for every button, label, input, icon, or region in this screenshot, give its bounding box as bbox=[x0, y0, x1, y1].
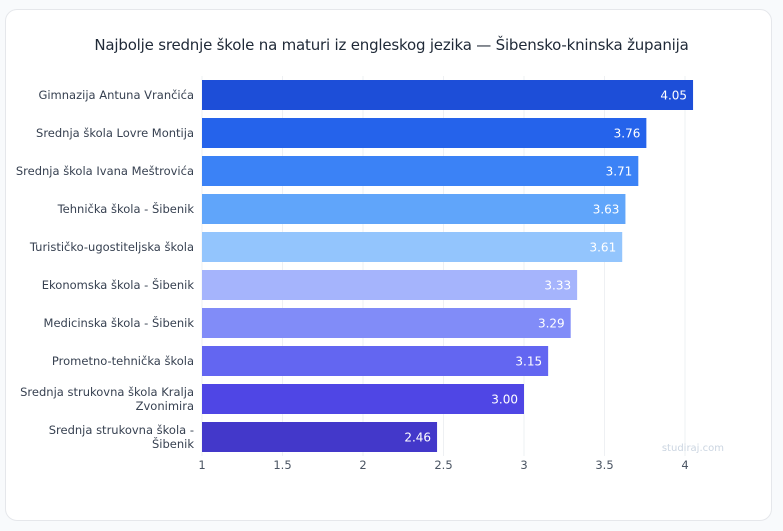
category-label-line: Tehnička škola - Šibenik bbox=[57, 201, 195, 216]
category-label: Tehnička škola - Šibenik bbox=[57, 201, 195, 216]
bar-value-label: 3.76 bbox=[614, 127, 641, 141]
category-label: Prometno-tehnička škola bbox=[52, 354, 194, 368]
bar[interactable] bbox=[202, 308, 571, 338]
x-tick-label: 1 bbox=[198, 458, 205, 472]
category-label-line: Šibenik bbox=[152, 436, 194, 451]
bar[interactable] bbox=[202, 422, 438, 452]
bar[interactable] bbox=[202, 156, 639, 186]
category-label-line: Gimnazija Antuna Vrančića bbox=[38, 88, 194, 102]
bar-value-label: 3.15 bbox=[515, 355, 542, 369]
category-label-line: Turističko-ugostiteljska škola bbox=[29, 240, 194, 254]
x-tick-label: 3 bbox=[520, 458, 527, 472]
bar-value-label: 3.63 bbox=[593, 203, 620, 217]
category-label-line: Ekonomska škola - Šibenik bbox=[42, 277, 195, 292]
category-label: Medicinska škola - Šibenik bbox=[44, 315, 195, 330]
bar[interactable] bbox=[202, 232, 623, 262]
bars: 4.05 3.76 3.71 3.63 3.61 3.33 3.29 3.15 3.00 2.46 bbox=[202, 80, 694, 452]
category-label: Srednja strukovna škola -Šibenik bbox=[49, 423, 195, 451]
category-label-line: Medicinska škola - Šibenik bbox=[44, 315, 195, 330]
x-tick-label: 2 bbox=[359, 458, 366, 472]
bar-value-label: 3.61 bbox=[589, 241, 616, 255]
x-tick-label: 1.5 bbox=[273, 458, 291, 472]
category-label-line: Zvonimira bbox=[136, 399, 194, 413]
bar-value-label: 2.46 bbox=[404, 431, 431, 445]
bar[interactable] bbox=[202, 194, 626, 224]
category-label: Srednja strukovna škola Kralja Zvonimira bbox=[20, 385, 194, 413]
category-label-line: Prometno-tehnička škola bbox=[52, 354, 194, 368]
bar-value-label: 3.71 bbox=[606, 165, 633, 179]
x-axis-ticks: 1 1.5 2 2.5 3 3.5 4 bbox=[198, 458, 688, 472]
x-tick-label: 3.5 bbox=[595, 458, 613, 472]
category-label: Ekonomska škola - Šibenik bbox=[42, 277, 195, 292]
bar-value-label: 3.29 bbox=[538, 317, 565, 331]
bar-value-label: 3.00 bbox=[491, 393, 518, 407]
category-label: Srednja škola Lovre Montija bbox=[36, 126, 194, 140]
chart-title: Najbolje srednje škole na maturi iz engl… bbox=[94, 36, 689, 54]
x-tick-label: 4 bbox=[681, 458, 688, 472]
category-labels: Gimnazija Antuna Vrančića Srednja škola L… bbox=[16, 88, 194, 451]
bar[interactable] bbox=[202, 270, 578, 300]
category-label: Gimnazija Antuna Vrančića bbox=[38, 88, 194, 102]
bar-value-label: 4.05 bbox=[660, 89, 687, 103]
x-tick-label: 2.5 bbox=[434, 458, 452, 472]
bar[interactable] bbox=[202, 346, 549, 376]
bar[interactable] bbox=[202, 80, 694, 110]
category-label-line: Srednja strukovna škola Kralja bbox=[20, 385, 194, 399]
category-label: Turističko-ugostiteljska škola bbox=[29, 240, 194, 254]
category-label-line: Srednja škola Lovre Montija bbox=[36, 126, 194, 140]
category-label: Srednja škola Ivana Meštrovića bbox=[16, 164, 194, 178]
bar[interactable] bbox=[202, 118, 647, 148]
bar[interactable] bbox=[202, 384, 524, 414]
bar-value-label: 3.33 bbox=[544, 279, 571, 293]
watermark: studiraj.com bbox=[662, 443, 724, 454]
category-label-line: Srednja škola Ivana Meštrovića bbox=[16, 164, 194, 178]
category-label-line: Srednja strukovna škola - bbox=[49, 423, 194, 437]
